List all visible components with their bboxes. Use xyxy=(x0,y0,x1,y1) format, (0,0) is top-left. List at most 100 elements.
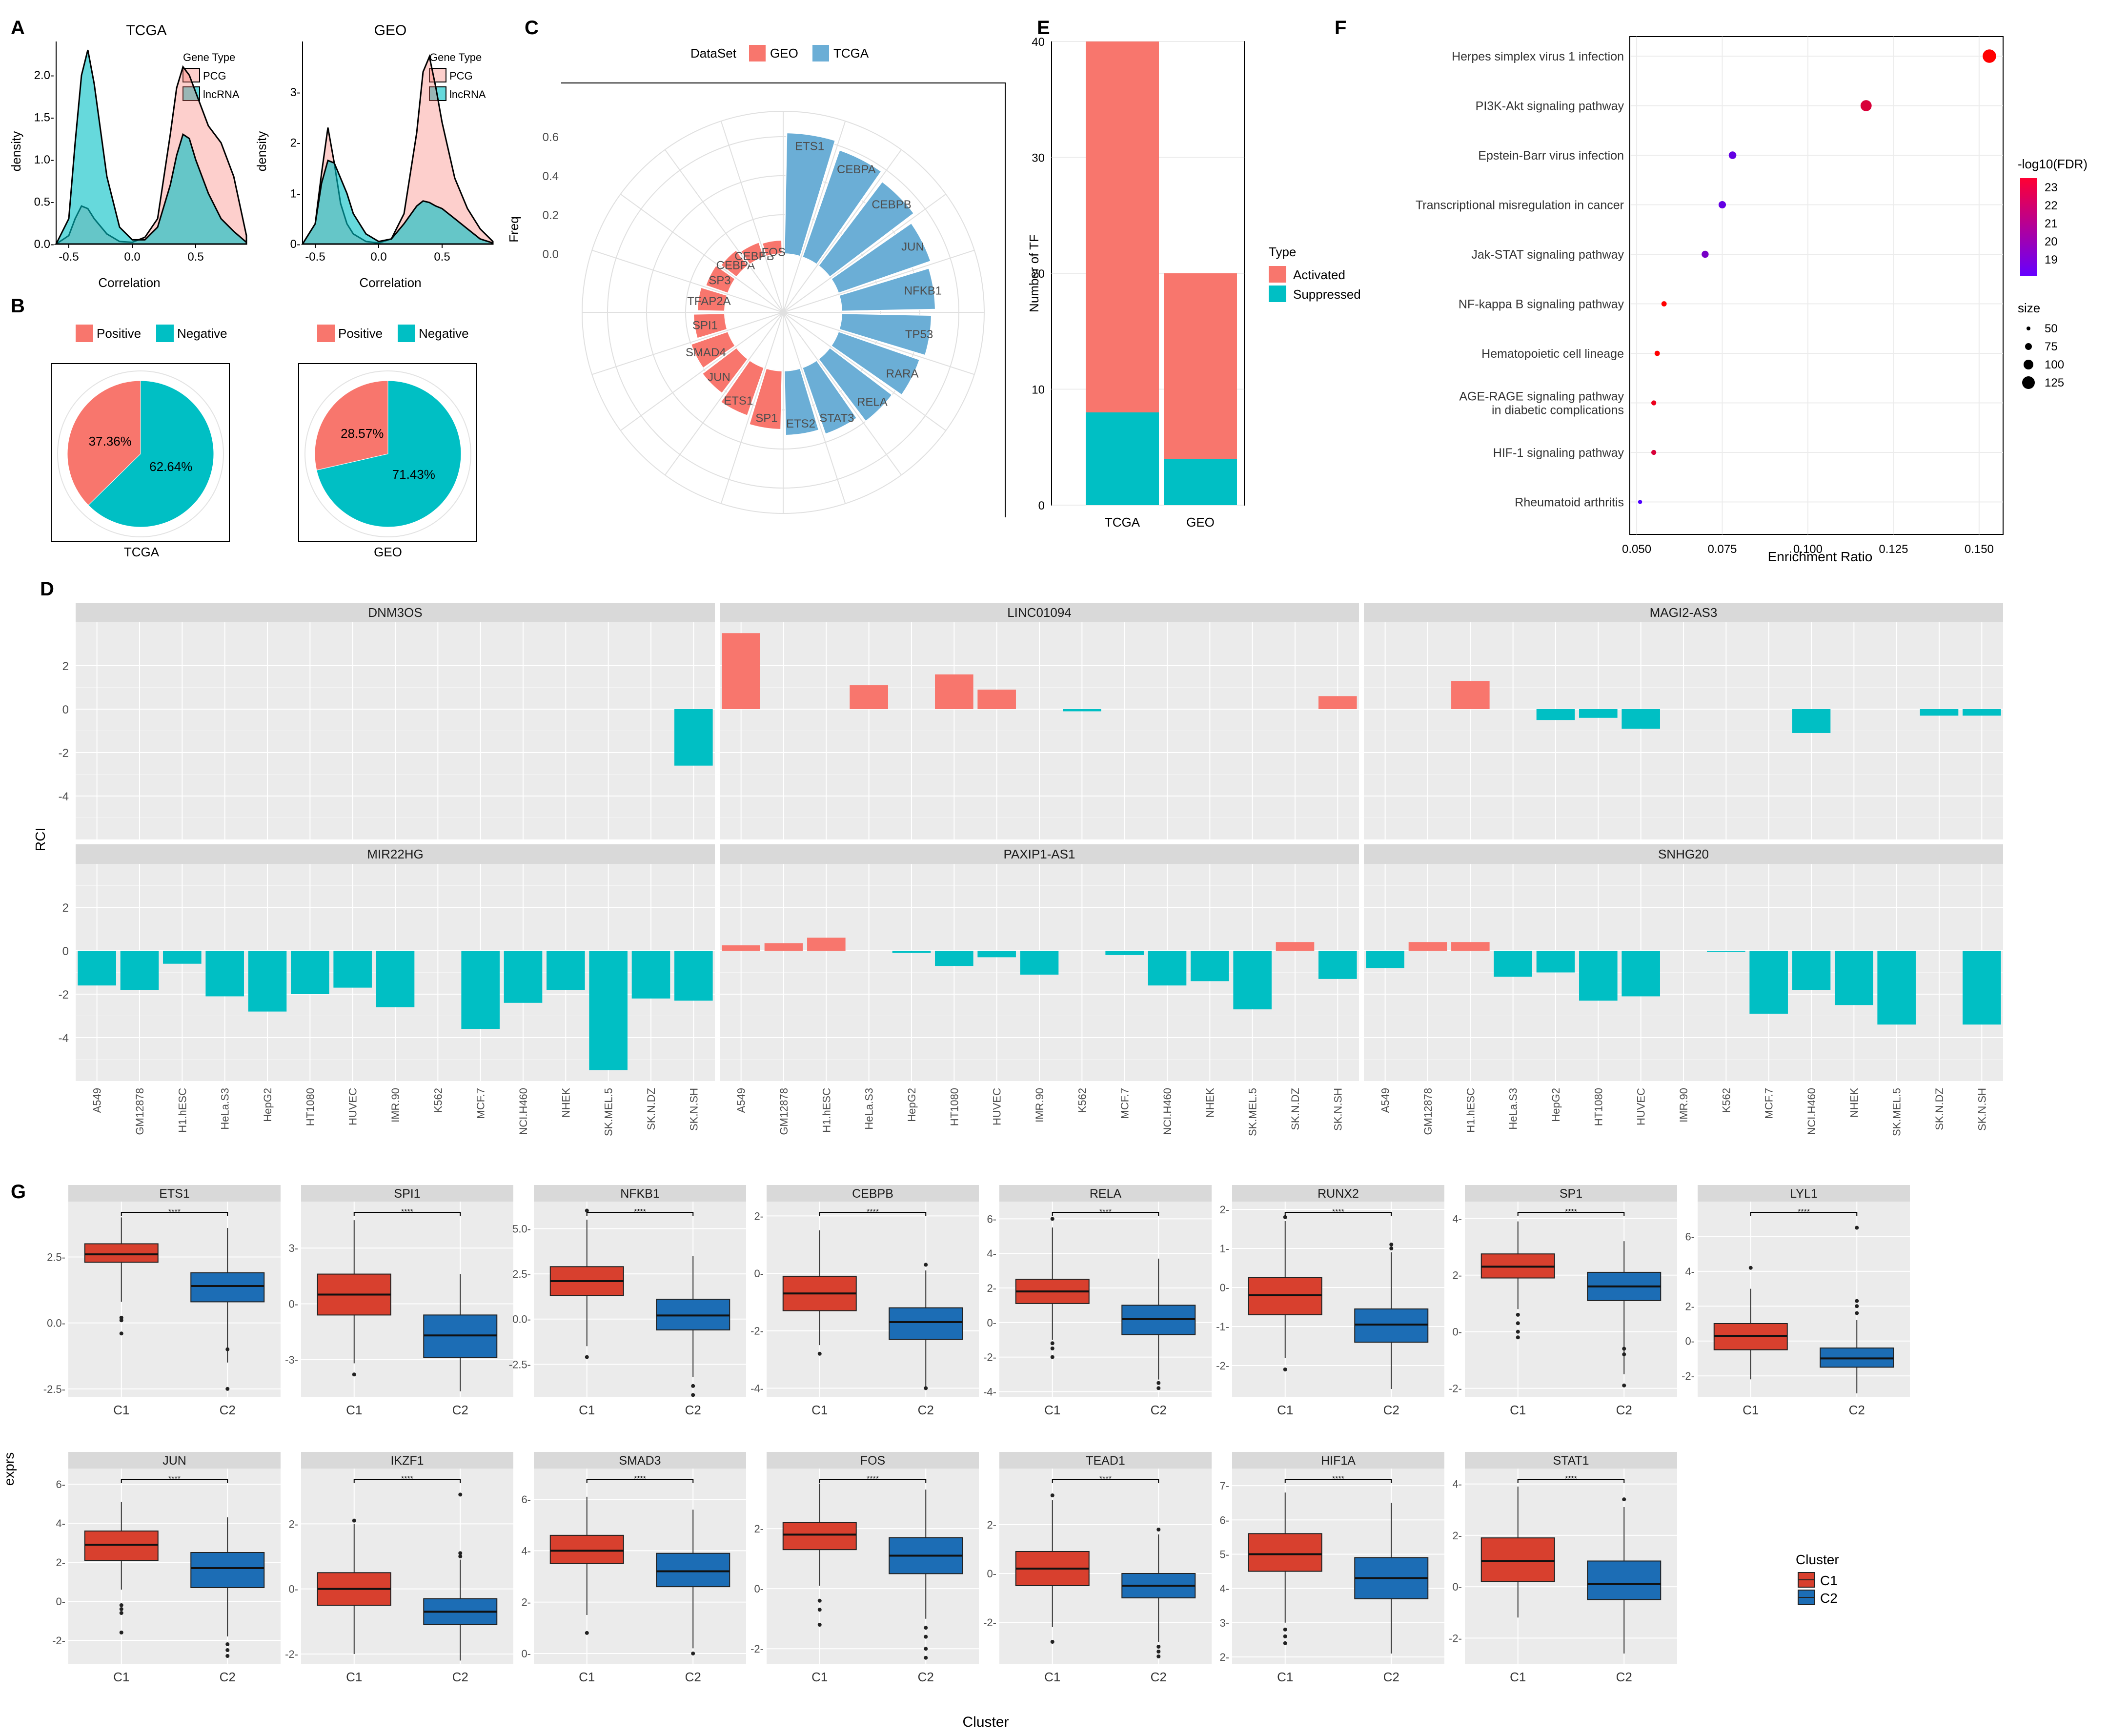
facet-title: PAXIP1-AS1 xyxy=(1004,847,1075,861)
significance-label: **** xyxy=(1099,1475,1112,1483)
box-y-tick-label: 3- xyxy=(1219,1617,1229,1629)
stacked-bar-activated-geo xyxy=(1164,273,1237,459)
box-strip xyxy=(68,1452,281,1469)
box-outlier xyxy=(1050,1640,1054,1644)
pathway-label: PI3K-Akt signaling pathway xyxy=(1476,100,1624,113)
box-outlier xyxy=(924,1386,928,1390)
rci-bar-snhg20-huvec xyxy=(1622,951,1660,997)
box-y-tick-label: -2- xyxy=(285,1648,298,1660)
polar-category-label: STAT3 xyxy=(819,412,854,425)
rci-bar-paxip1-as1-h1-hesc xyxy=(807,938,846,951)
dot-x-tick-label: 0.100 xyxy=(1793,543,1823,556)
pie-legend-label-negative: Negative xyxy=(177,326,227,341)
box-y-tick-label: -2.5- xyxy=(509,1358,531,1370)
box-y-tick-label: 2.5- xyxy=(512,1268,531,1280)
x-tick-label: 0.0 xyxy=(124,250,140,264)
stacked-legend-key-suppressed xyxy=(1269,286,1286,302)
box-outlier xyxy=(1622,1497,1626,1502)
box-outlier xyxy=(1516,1312,1520,1317)
polar-frame xyxy=(561,82,1006,517)
polar-bar-jun xyxy=(831,222,932,294)
legend-label-pcg: PCG xyxy=(203,70,226,82)
facet-x-tick-label: NHEK xyxy=(560,1088,572,1118)
facet-x-tick-label: H1.hESC xyxy=(176,1088,188,1133)
significance-bracket xyxy=(819,1212,927,1216)
box-strip xyxy=(767,1185,979,1202)
facet-x-tick-label: HT1080 xyxy=(948,1088,960,1126)
box-outlier xyxy=(1622,1383,1626,1388)
polar-bar-ets2 xyxy=(784,368,820,436)
box-strip xyxy=(301,1452,513,1469)
polar-bar-fos xyxy=(761,240,783,257)
dot-jak-stat-signaling-pathway xyxy=(1702,250,1709,258)
box-outlier xyxy=(225,1642,230,1646)
box-xlabel: Cluster xyxy=(962,1714,1009,1730)
pie-geo-title: GEO xyxy=(374,545,402,559)
rci-bar-snhg20-gm12878 xyxy=(1408,942,1447,951)
significance-label: **** xyxy=(1099,1208,1112,1216)
y-tick-label: 2.0- xyxy=(34,69,54,82)
polar-y-tick-label: 0.0 xyxy=(543,248,559,261)
box-c1-ets1 xyxy=(84,1243,159,1263)
pie-outer-ring xyxy=(57,370,224,537)
box-y-tick-label: -2.5- xyxy=(43,1383,65,1395)
significance-bracket xyxy=(1052,1212,1159,1216)
box-x-tick-label: C1 xyxy=(811,1403,828,1417)
pie-slice-positive xyxy=(314,380,388,470)
facet-x-tick-label: NCI.H460 xyxy=(517,1088,529,1135)
y-tick-label: 1.0- xyxy=(34,153,54,166)
polar-bar-ets1 xyxy=(720,360,765,416)
polar-bar-nfkb1 xyxy=(838,267,936,312)
box-y-tick-label: 6- xyxy=(987,1213,996,1225)
facet-y-tick-label: 2 xyxy=(62,901,69,915)
box-y-tick-label: 0- xyxy=(288,1298,298,1310)
rci-bar-mir22hg-ht1080 xyxy=(291,951,329,994)
significance-label: **** xyxy=(867,1208,879,1216)
box-panel-title: SPI1 xyxy=(394,1187,420,1201)
box-outlier xyxy=(1516,1335,1520,1340)
box-panel-title: RELA xyxy=(1090,1187,1122,1201)
facet-x-tick-label: A549 xyxy=(1379,1088,1392,1113)
polar-category-label: ETS1 xyxy=(724,394,753,408)
cluster-legend-label-c2: C2 xyxy=(1820,1591,1838,1606)
facet-x-tick-label: MCF.7 xyxy=(475,1088,487,1119)
pathway-label: Epstein-Barr virus infection xyxy=(1478,149,1624,163)
polar-bar-tfap2a xyxy=(697,286,728,312)
box-y-tick-label: 2- xyxy=(987,1519,996,1531)
density-curve-lncrna xyxy=(301,159,494,245)
rci-bar-magi2-as3-huvec xyxy=(1622,709,1660,729)
density-geo-xlabel: Correlation xyxy=(359,275,421,290)
box-outlier xyxy=(1156,1645,1161,1649)
dot-color-legend-tick: 20 xyxy=(2045,235,2058,248)
polar-spoke xyxy=(783,312,902,475)
dot-herpes-simplex-virus-1-infection xyxy=(1983,49,1996,63)
polar-category-label: NFKB1 xyxy=(904,285,942,298)
significance-bracket xyxy=(121,1212,228,1216)
box-y-tick-label: 7- xyxy=(1219,1480,1229,1492)
density-tcga-title: TCGA xyxy=(126,22,166,39)
box-outlier xyxy=(1156,1650,1161,1654)
polar-legend-key-geo xyxy=(749,45,766,61)
facet-x-tick-label: SK.MEL.5 xyxy=(1891,1088,1903,1136)
significance-bracket xyxy=(1517,1479,1625,1483)
box-y-tick-label: 3- xyxy=(288,1242,298,1254)
pie-legend-key-positive xyxy=(317,325,335,342)
pie-tcga-frame xyxy=(51,363,230,542)
polar-category-label: JUN xyxy=(708,371,730,384)
box-outlier xyxy=(1050,1493,1054,1497)
box-x-tick-label: C1 xyxy=(346,1670,362,1684)
box-y-tick-label: 0- xyxy=(288,1583,298,1595)
box-outlier xyxy=(119,1607,123,1611)
stacked-bar-suppressed-tcga xyxy=(1086,412,1159,505)
polar-bar-tp53 xyxy=(838,313,932,356)
box-outlier xyxy=(225,1347,230,1351)
facet-y-tick-label: 0 xyxy=(62,703,69,716)
significance-bracket xyxy=(586,1479,694,1483)
stacked-y-tick-label: 30 xyxy=(1032,152,1045,165)
polar-spoke xyxy=(591,312,784,375)
rci-bar-dnm3os-sk-n-sh xyxy=(674,709,713,766)
facet-strip xyxy=(720,603,1359,622)
rci-bar-paxip1-as1-huvec xyxy=(977,951,1016,958)
facet-x-tick-label: A549 xyxy=(735,1088,748,1113)
facet-x-tick-label: MCF.7 xyxy=(1763,1088,1775,1119)
